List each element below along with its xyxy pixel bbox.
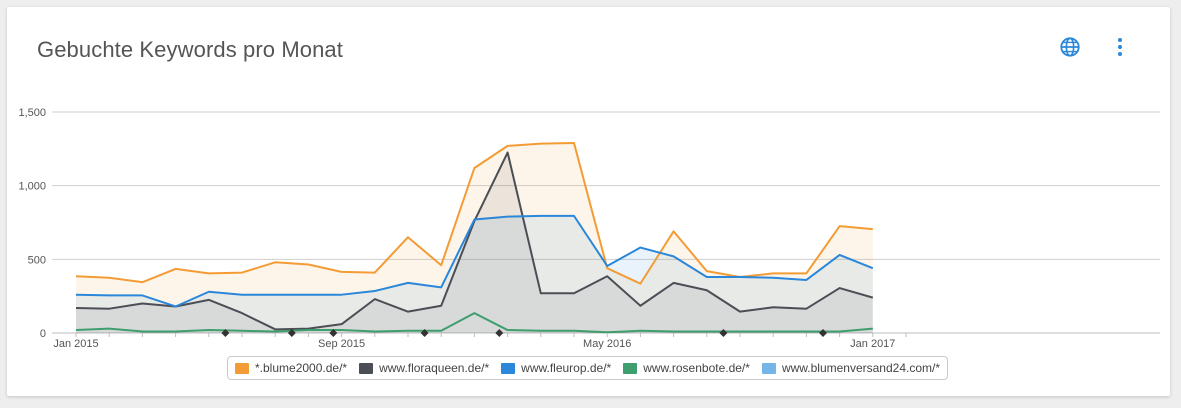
legend-item-4[interactable]: www.blumenversand24.com/* bbox=[761, 361, 941, 375]
legend-item-3[interactable]: www.rosenbote.de/* bbox=[623, 361, 750, 375]
legend-label: www.blumenversand24.com/* bbox=[781, 361, 941, 375]
series-line-2[interactable] bbox=[75, 214, 874, 308]
annotation-marker[interactable] bbox=[495, 329, 504, 337]
legend-swatch bbox=[235, 362, 249, 374]
x-tick-label: May 2016 bbox=[583, 338, 631, 350]
legend-label: *.blume2000.de/* bbox=[255, 361, 348, 375]
y-tick-label: 1,000 bbox=[18, 181, 46, 193]
x-tick-label: Sep 2015 bbox=[318, 338, 365, 350]
y-tick-label: 500 bbox=[28, 254, 46, 266]
y-tick-label: 0 bbox=[40, 328, 46, 340]
legend-label: www.fleurop.de/* bbox=[521, 361, 612, 375]
more-options-button[interactable] bbox=[1105, 32, 1135, 62]
series-line-3[interactable] bbox=[75, 312, 873, 334]
legend-swatch bbox=[501, 362, 516, 374]
card-title: Gebuchte Keywords pro Monat bbox=[37, 37, 343, 62]
globe-icon bbox=[1060, 37, 1080, 57]
annotation-marker[interactable] bbox=[819, 329, 827, 337]
legend-item-2[interactable]: www.fleurop.de/* bbox=[501, 361, 611, 375]
legend-item-1[interactable]: www.floraqueen.de/* bbox=[359, 361, 489, 375]
legend-label: www.rosenbote.de/* bbox=[643, 361, 750, 375]
globe-button[interactable] bbox=[1055, 32, 1085, 62]
series-area-0 bbox=[76, 142, 873, 333]
annotation-marker[interactable] bbox=[287, 329, 296, 337]
annotation-marker[interactable] bbox=[329, 329, 338, 337]
series-area-1 bbox=[76, 152, 873, 333]
series-area-2 bbox=[76, 215, 873, 333]
y-tick-label: 1,500 bbox=[18, 107, 46, 119]
legend-label: www.floraqueen.de/* bbox=[379, 361, 490, 375]
annotation-marker[interactable] bbox=[221, 329, 230, 337]
annotation-marker[interactable] bbox=[420, 329, 429, 337]
x-tick-label: Jan 2015 bbox=[53, 338, 98, 350]
legend-swatch bbox=[761, 362, 776, 374]
x-tick-label: Jan 2017 bbox=[850, 338, 895, 350]
legend-item-0[interactable]: *.blume2000.de/* bbox=[235, 361, 347, 375]
more-vert-icon bbox=[1118, 38, 1122, 56]
chart-legend: *.blume2000.de/* www.floraqueen.de/* www.f… bbox=[227, 356, 949, 380]
legend-swatch bbox=[623, 362, 638, 374]
legend-swatch bbox=[359, 362, 374, 374]
annotation-marker[interactable] bbox=[719, 329, 728, 337]
